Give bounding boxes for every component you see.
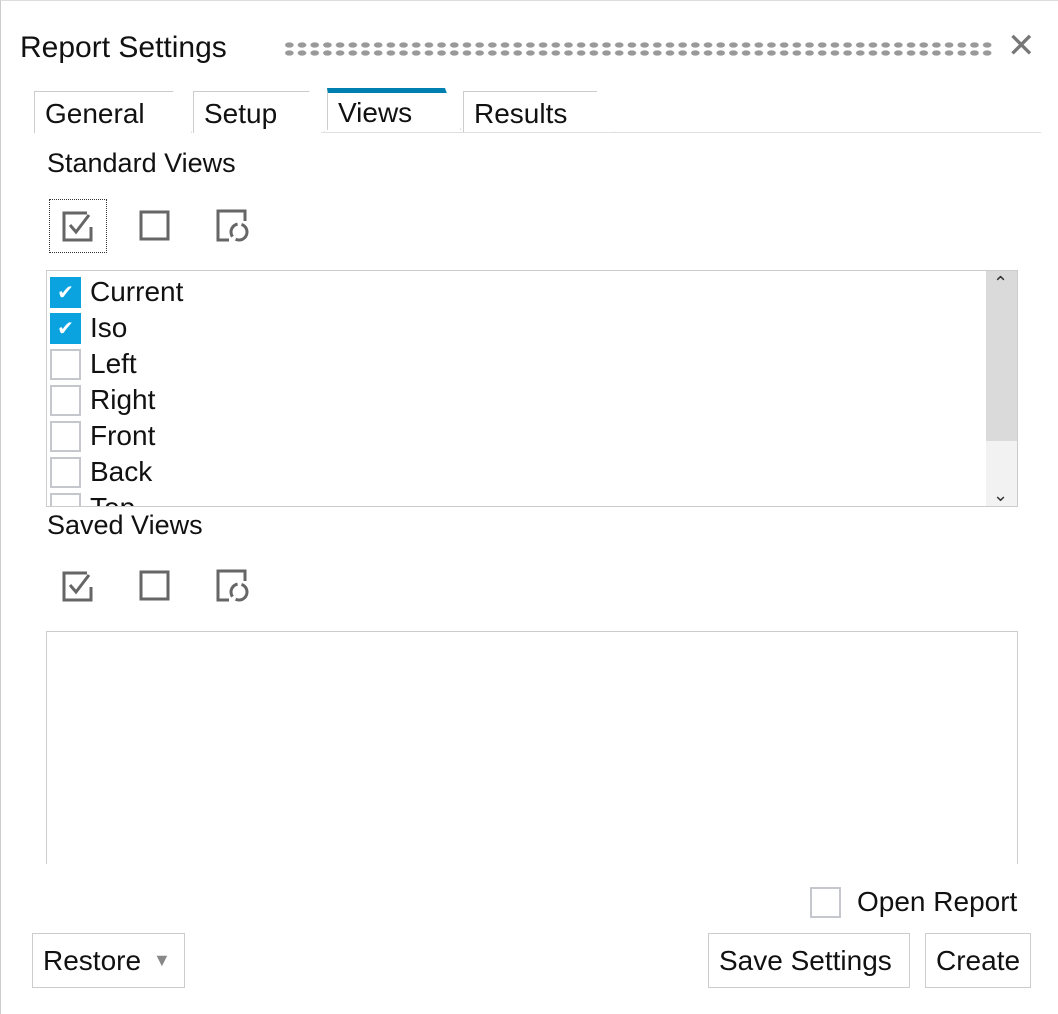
list-item[interactable]: ✔ Iso: [47, 310, 1017, 346]
uncheck-all-button[interactable]: [126, 559, 184, 613]
checkbox[interactable]: [50, 456, 81, 488]
saved-views-list[interactable]: [46, 631, 1018, 864]
tab-divider: [321, 132, 1041, 133]
save-settings-button[interactable]: Save Settings: [708, 933, 910, 988]
refresh-icon: [216, 569, 249, 602]
restore-dropdown[interactable]: Restore ▼: [32, 933, 185, 988]
uncheck-all-icon: [139, 210, 170, 241]
open-report-checkbox[interactable]: Open Report: [810, 886, 1017, 918]
tab-general[interactable]: General: [34, 91, 192, 133]
tab-setup[interactable]: Setup: [193, 91, 325, 133]
list-item-label: Front: [90, 420, 156, 451]
uncheck-all-icon: [139, 570, 170, 601]
checkbox[interactable]: [50, 384, 81, 416]
list-item-label: Right: [90, 384, 156, 415]
refresh-icon: [216, 209, 249, 242]
checkbox[interactable]: ✔: [50, 312, 81, 344]
refresh-button[interactable]: [204, 559, 262, 613]
dialog-title: Report Settings: [20, 31, 227, 64]
standard-views-label: Standard Views: [47, 148, 236, 178]
list-item-label: Current: [90, 276, 184, 307]
list-item-label: Back: [90, 456, 153, 487]
drag-handle[interactable]: [283, 41, 993, 57]
checkbox[interactable]: [50, 420, 81, 452]
restore-label: Restore: [43, 944, 142, 976]
tab-results[interactable]: Results: [463, 91, 615, 133]
list-item[interactable]: ✔ Current: [47, 274, 1017, 310]
checkbox[interactable]: [810, 886, 841, 918]
list-item-label: Left: [90, 348, 137, 379]
scrollbar[interactable]: ⌃ ⌄: [986, 271, 1017, 506]
standard-views-list[interactable]: ✔ Current ✔ Iso Left Right Front Back Top ⌃ ⌄: [46, 270, 1018, 507]
scroll-down-icon[interactable]: ⌄: [993, 485, 1009, 505]
uncheck-all-button[interactable]: [126, 199, 184, 253]
open-report-label: Open Report: [857, 886, 1018, 917]
checkbox[interactable]: [50, 492, 81, 506]
scrollbar-thumb[interactable]: [986, 271, 1017, 441]
list-item[interactable]: Back: [47, 454, 1017, 490]
check-all-button[interactable]: [49, 559, 107, 613]
scroll-up-icon[interactable]: ⌃: [993, 273, 1009, 293]
create-button[interactable]: Create: [925, 933, 1031, 988]
list-item[interactable]: Left: [47, 346, 1017, 382]
check-all-icon: [62, 571, 93, 602]
tab-views[interactable]: Views: [327, 88, 461, 130]
check-all-icon: [62, 211, 93, 242]
checkbox[interactable]: [50, 348, 81, 380]
checkbox[interactable]: ✔: [50, 276, 81, 308]
close-icon[interactable]: ✕: [1007, 27, 1036, 65]
list-item[interactable]: Right: [47, 382, 1017, 418]
list-item-label: Iso: [90, 312, 128, 343]
check-all-button[interactable]: [49, 199, 107, 253]
saved-views-label: Saved Views: [47, 510, 203, 541]
list-item[interactable]: Front: [47, 418, 1017, 454]
list-item[interactable]: Top: [47, 490, 1017, 506]
list-item-label: Top: [90, 492, 135, 506]
chevron-down-icon: ▼: [153, 950, 171, 970]
refresh-button[interactable]: [204, 199, 262, 253]
